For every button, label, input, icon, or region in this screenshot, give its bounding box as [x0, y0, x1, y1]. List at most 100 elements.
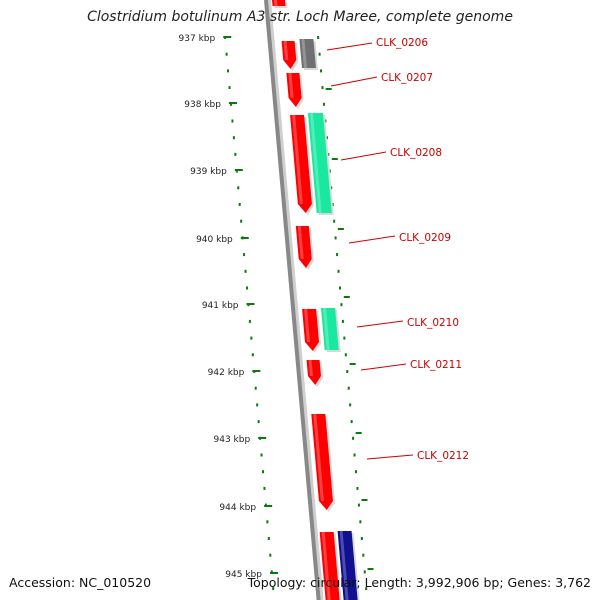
gene-highlight	[339, 531, 349, 600]
right-track-dot	[321, 86, 324, 90]
right-track-dot	[365, 587, 368, 591]
left-track-dot	[262, 470, 265, 474]
kbp-tick-mark	[234, 169, 243, 171]
right-track-dot	[338, 286, 341, 290]
gene-feature	[299, 39, 316, 68]
kbp-tick-mark	[246, 303, 255, 305]
left-track-dot	[266, 520, 269, 524]
gene-highlight	[308, 360, 313, 376]
gene-feature	[306, 360, 321, 385]
gene-feature	[337, 531, 358, 600]
right-track-dot	[362, 553, 365, 557]
right-track-dot	[343, 336, 346, 340]
right-track-dot	[363, 570, 366, 574]
gene-feature	[302, 309, 319, 351]
kbp-tick-mark	[264, 505, 273, 507]
gene-highlight	[274, 0, 278, 6]
left-track-dot	[244, 269, 247, 273]
kbp-tick-mark	[240, 237, 249, 239]
right-track-dot	[349, 403, 352, 407]
left-track-dot	[234, 152, 237, 156]
map-title: Clostridium botulinum A3 str. Loch Maree…	[87, 9, 513, 25]
right-track-dot	[322, 102, 325, 106]
label-leader-line	[366, 454, 414, 460]
left-track-dot	[237, 186, 240, 190]
kbp-tick-label: 944 kbp	[219, 503, 256, 513]
left-track-dot	[235, 169, 238, 173]
left-track-dot	[229, 102, 232, 106]
gene-highlight	[309, 113, 322, 213]
label-leader-line	[330, 76, 378, 87]
gene-highlight	[288, 73, 294, 98]
gene-label: CLK_0211	[410, 359, 462, 371]
right-track-tick	[349, 363, 356, 365]
kbp-tick-mark	[258, 437, 267, 439]
gene-highlight	[292, 115, 303, 204]
left-track-dot	[257, 420, 260, 424]
gene-highlight	[297, 226, 304, 259]
right-track-dot	[344, 353, 347, 357]
gene-feature	[321, 308, 339, 350]
gene-highlight	[323, 308, 330, 350]
left-track-dot	[238, 203, 241, 206]
left-track-dot	[240, 219, 243, 223]
right-track-dot	[357, 503, 360, 507]
label-leader-line	[348, 235, 396, 244]
right-track-tick	[361, 499, 368, 501]
gene-feature	[319, 532, 340, 600]
gene-label: CLK_0209	[399, 232, 451, 244]
gene-label: CLK_0212	[417, 450, 469, 462]
left-track-dot	[269, 553, 272, 557]
right-track-tick	[367, 568, 374, 570]
right-track-tick	[337, 228, 344, 230]
gene-feature	[272, 0, 286, 6]
left-track-dot	[228, 86, 231, 90]
left-track-dot	[227, 69, 230, 73]
left-track-dot	[243, 253, 246, 257]
left-track-dot	[254, 386, 257, 390]
right-track-dot	[355, 470, 358, 474]
gene-feature	[295, 226, 312, 268]
kbp-tick-label: 937 kbp	[179, 34, 216, 44]
gene-label: CLK_0207	[381, 72, 433, 84]
label-leader-line	[340, 151, 387, 161]
gene-highlight	[321, 532, 331, 600]
gene-label: CLK_0206	[376, 37, 428, 49]
right-track-dot	[334, 236, 337, 240]
left-track-dot	[245, 286, 248, 290]
right-track-tick	[355, 432, 362, 434]
right-track-dot	[350, 420, 353, 424]
right-track-dot	[320, 69, 323, 73]
right-track-dot	[353, 453, 356, 457]
left-track-dot	[263, 486, 266, 490]
left-track-dot	[231, 119, 234, 123]
accession-text: Accession: NC_010520	[9, 575, 152, 590]
right-track-dot	[360, 537, 363, 540]
right-track-dot	[352, 436, 355, 440]
left-track-dot	[225, 52, 228, 56]
gene-feature	[290, 115, 312, 213]
kbp-tick-label: 942 kbp	[208, 368, 245, 378]
right-track-dot	[347, 386, 350, 390]
right-track-tick	[325, 88, 332, 90]
right-track-dot	[333, 219, 336, 223]
gene-label: CLK_0208	[390, 147, 442, 159]
kbp-tick-mark	[269, 572, 278, 574]
kbp-tick-mark	[223, 36, 232, 38]
kbp-tick-mark	[228, 102, 237, 104]
left-track-dot	[256, 403, 259, 407]
left-track-dot	[232, 136, 235, 140]
kbp-tick-label: 939 kbp	[190, 167, 227, 177]
right-track-tick	[331, 158, 338, 160]
left-track-dot	[248, 319, 251, 323]
right-track-dot	[336, 253, 339, 257]
left-track-dot	[260, 453, 263, 457]
kbp-tick-label: 938 kbp	[184, 100, 221, 110]
label-leader-line	[356, 320, 404, 328]
gene-highlight	[283, 41, 289, 60]
right-track-dot	[337, 269, 340, 273]
label-leader-line	[360, 363, 407, 371]
right-track-tick	[343, 296, 350, 298]
left-track-dot	[251, 353, 254, 357]
